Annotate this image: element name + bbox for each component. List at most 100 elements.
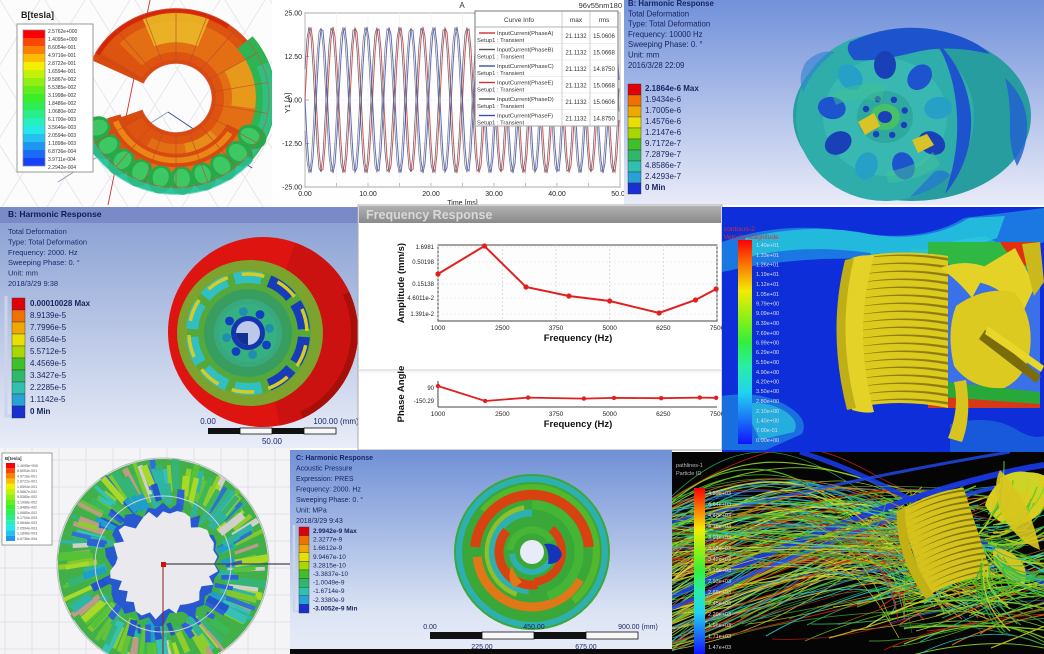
- svg-text:-1.6714e-9: -1.6714e-9: [313, 588, 345, 595]
- svg-text:-3.0052e-9 Min: -3.0052e-9 Min: [313, 605, 357, 612]
- svg-text:Y1 [A]: Y1 [A]: [283, 93, 292, 113]
- svg-text:14.8750: 14.8750: [593, 67, 615, 73]
- svg-text:0.00e+00: 0.00e+00: [756, 438, 779, 444]
- svg-text:7500: 7500: [710, 411, 725, 418]
- svg-text:Sweeping Phase: 0. °: Sweeping Phase: 0. °: [628, 40, 703, 49]
- svg-text:1.6594e-001: 1.6594e-001: [48, 69, 76, 75]
- svg-text:Velocity Magnitude: Velocity Magnitude: [724, 234, 779, 241]
- svg-text:100.00 (mm): 100.00 (mm): [313, 417, 359, 426]
- svg-text:7.00e-01: 7.00e-01: [756, 428, 778, 434]
- svg-text:2.0594e-003: 2.0594e-003: [48, 133, 76, 139]
- svg-text:3.50e+00: 3.50e+00: [756, 389, 779, 395]
- svg-text:8.6054e-001: 8.6054e-001: [17, 469, 37, 473]
- svg-text:6.6854e-5: 6.6854e-5: [30, 335, 67, 344]
- svg-text:3.91e+03: 3.91e+03: [708, 535, 731, 541]
- svg-text:3750: 3750: [549, 411, 564, 418]
- svg-text:1.1898e-003: 1.1898e-003: [17, 532, 37, 536]
- svg-text:Frequency: 10000 Hz: Frequency: 10000 Hz: [628, 30, 703, 39]
- svg-text:450.00: 450.00: [523, 624, 545, 631]
- svg-text:5.59e+00: 5.59e+00: [756, 360, 779, 366]
- svg-text:4.40e+03: 4.40e+03: [708, 513, 731, 519]
- svg-text:3.18e+03: 3.18e+03: [708, 568, 731, 574]
- svg-text:-1.0049e-9: -1.0049e-9: [313, 580, 345, 587]
- svg-text:3.9711e-004: 3.9711e-004: [48, 157, 76, 163]
- svg-text:6250: 6250: [656, 411, 671, 418]
- svg-text:1.8486e-002: 1.8486e-002: [17, 506, 37, 510]
- svg-text:20.00: 20.00: [422, 191, 440, 198]
- svg-text:3.5646e-003: 3.5646e-003: [17, 521, 37, 525]
- svg-text:2.0594e-003: 2.0594e-003: [17, 526, 37, 530]
- svg-text:15.0606: 15.0606: [593, 100, 615, 106]
- svg-text:Frequency: 2000. Hz: Frequency: 2000. Hz: [8, 248, 78, 257]
- svg-text:21.1132: 21.1132: [565, 34, 587, 40]
- svg-text:Expression: PRES: Expression: PRES: [296, 476, 354, 483]
- svg-text:contours-2: contours-2: [724, 226, 755, 233]
- svg-text:1.12e+01: 1.12e+01: [756, 282, 779, 288]
- svg-text:6.29e+00: 6.29e+00: [756, 350, 779, 356]
- svg-text:2.1864e-6 Max: 2.1864e-6 Max: [645, 84, 699, 93]
- svg-text:21.1132: 21.1132: [565, 100, 587, 106]
- svg-text:Setup1 : Transient: Setup1 : Transient: [477, 54, 524, 60]
- svg-text:2.80e+00: 2.80e+00: [756, 399, 779, 405]
- svg-text:Curve Info: Curve Info: [504, 17, 534, 24]
- svg-text:2018/3/29 9:38: 2018/3/29 9:38: [8, 279, 58, 288]
- svg-text:Unit: mm: Unit: mm: [8, 269, 38, 278]
- svg-text:Total Deformation: Total Deformation: [8, 227, 67, 236]
- svg-text:9.79e+00: 9.79e+00: [756, 302, 779, 308]
- svg-text:900.00 (mm): 900.00 (mm): [618, 624, 658, 631]
- svg-text:Frequency: 2000. Hz: Frequency: 2000. Hz: [296, 487, 361, 494]
- svg-text:Time [ms]: Time [ms]: [447, 200, 478, 207]
- svg-text:B: Harmonic Response: B: Harmonic Response: [8, 209, 102, 219]
- svg-text:Setup1 : Transient: Setup1 : Transient: [477, 38, 524, 44]
- svg-text:C: Harmonic Response: C: Harmonic Response: [296, 455, 373, 462]
- svg-text:2.2285e-5: 2.2285e-5: [30, 383, 67, 392]
- svg-text:Acoustic Pressure: Acoustic Pressure: [296, 466, 353, 473]
- svg-text:3750: 3750: [549, 325, 564, 332]
- svg-text:1.33e+01: 1.33e+01: [756, 253, 779, 259]
- svg-text:9.09e+00: 9.09e+00: [756, 311, 779, 317]
- svg-text:2500: 2500: [495, 325, 510, 332]
- svg-text:7.7996e-5: 7.7996e-5: [30, 323, 67, 332]
- svg-text:Setup1 : Transient: Setup1 : Transient: [477, 71, 524, 77]
- svg-text:2.93e+03: 2.93e+03: [708, 579, 731, 585]
- svg-text:3.5646e-003: 3.5646e-003: [48, 125, 76, 131]
- svg-text:1.0680e-002: 1.0680e-002: [48, 109, 76, 115]
- svg-text:1.26e+01: 1.26e+01: [756, 263, 779, 269]
- svg-text:9.5867e-002: 9.5867e-002: [17, 490, 37, 494]
- svg-text:-3.3837e-10: -3.3837e-10: [313, 571, 348, 578]
- svg-text:7500: 7500: [710, 325, 725, 332]
- svg-text:5.5385e-002: 5.5385e-002: [17, 495, 37, 499]
- svg-text:2.10e+00: 2.10e+00: [756, 409, 779, 415]
- svg-text:Sweeping Phase: 0. °: Sweeping Phase: 0. °: [8, 258, 80, 267]
- svg-text:0.15138: 0.15138: [412, 282, 434, 288]
- svg-text:-25.00: -25.00: [282, 185, 302, 192]
- svg-text:5000: 5000: [602, 411, 617, 418]
- svg-text:1.6612e-9: 1.6612e-9: [313, 545, 343, 552]
- svg-text:Frequency Response: Frequency Response: [366, 208, 492, 222]
- svg-text:12.50: 12.50: [284, 54, 302, 61]
- svg-text:6.8736e-004: 6.8736e-004: [17, 537, 37, 541]
- svg-text:0.50198: 0.50198: [412, 260, 434, 266]
- svg-text:1.4095e+000: 1.4095e+000: [17, 464, 38, 468]
- svg-text:1.71e+03: 1.71e+03: [708, 634, 731, 640]
- svg-text:2016/3/28 22:09: 2016/3/28 22:09: [628, 61, 684, 70]
- svg-text:7.69e+00: 7.69e+00: [756, 331, 779, 337]
- svg-text:4.90e+00: 4.90e+00: [756, 370, 779, 376]
- svg-text:15.0668: 15.0668: [593, 51, 615, 57]
- svg-text:5000: 5000: [602, 325, 617, 332]
- svg-text:2.2942e-004: 2.2942e-004: [48, 165, 76, 171]
- svg-text:1.6981: 1.6981: [416, 245, 435, 251]
- svg-text:50.00: 50.00: [611, 191, 629, 198]
- svg-text:1.9434e-6: 1.9434e-6: [645, 95, 682, 104]
- svg-text:1.1898e-003: 1.1898e-003: [48, 141, 76, 147]
- svg-text:1.0680e-002: 1.0680e-002: [17, 511, 37, 515]
- svg-text:0.00: 0.00: [298, 191, 312, 198]
- svg-text:B: Harmonic Response: B: Harmonic Response: [628, 0, 714, 8]
- svg-text:6.8736e-004: 6.8736e-004: [48, 149, 76, 155]
- svg-text:10.00: 10.00: [359, 191, 377, 198]
- svg-text:2.3277e-9: 2.3277e-9: [313, 537, 343, 544]
- svg-text:Amplitude (mm/s): Amplitude (mm/s): [396, 243, 407, 323]
- svg-text:2.5762e+000: 2.5762e+000: [48, 29, 78, 35]
- svg-text:4.9716e-001: 4.9716e-001: [17, 474, 37, 478]
- svg-text:0 Min: 0 Min: [645, 183, 666, 192]
